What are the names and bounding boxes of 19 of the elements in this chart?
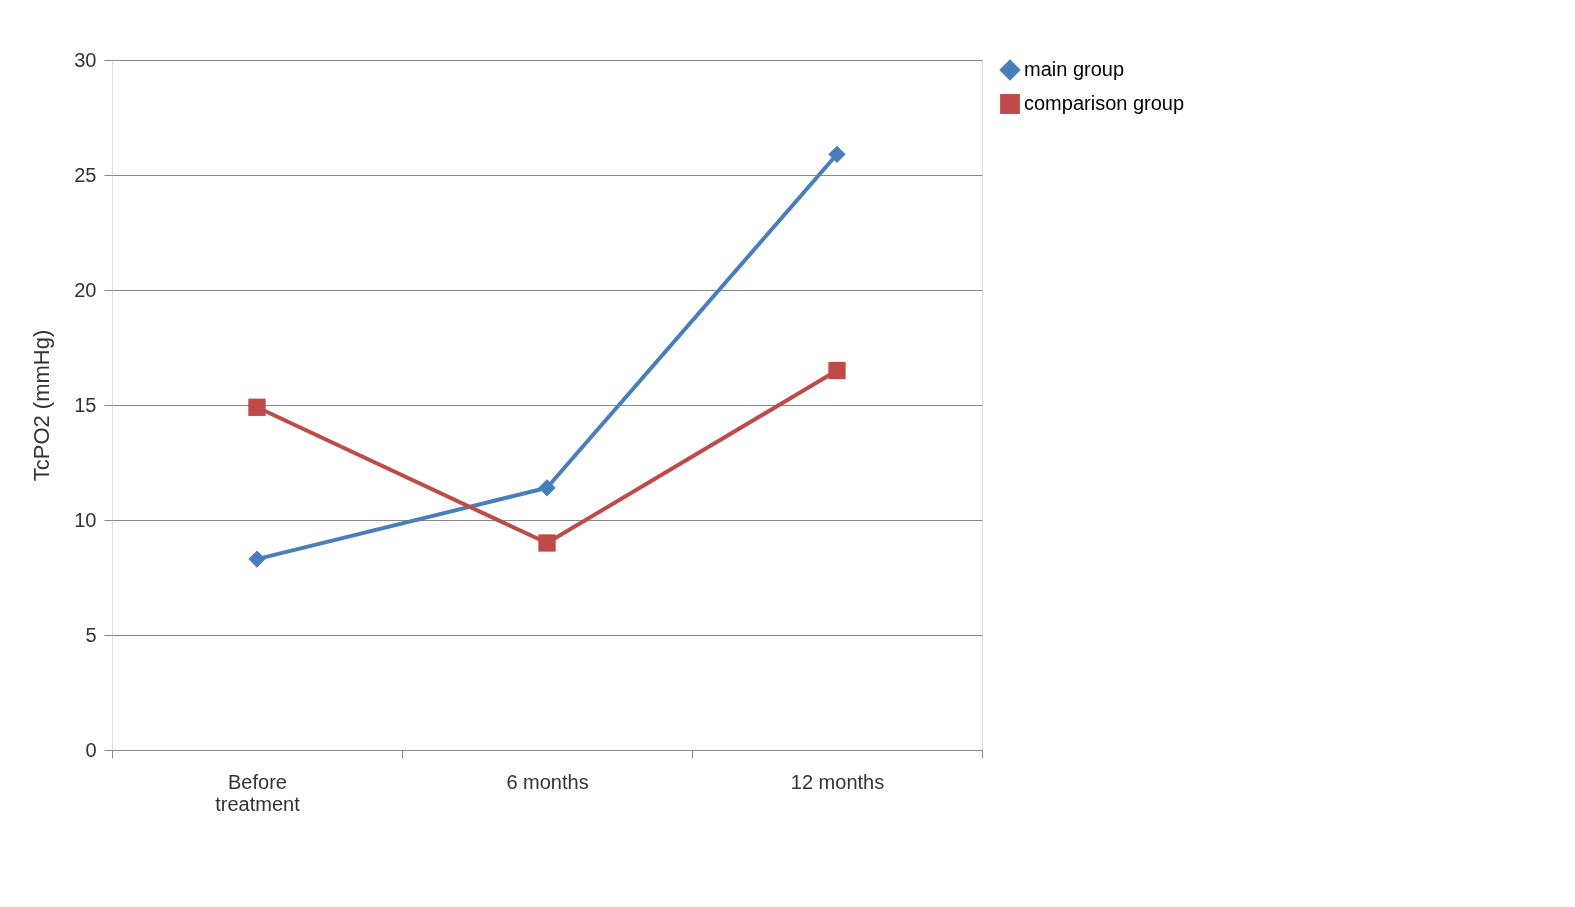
- y-tick-label: 0: [85, 738, 97, 761]
- point: [248, 550, 266, 568]
- x-tick-label: Before treatment: [215, 770, 301, 815]
- legend-label: comparison group: [1024, 92, 1185, 114]
- x-tick-label: 12 months: [790, 770, 885, 793]
- y-tick-label: 30: [74, 48, 97, 71]
- y-tick-label: 25: [74, 163, 97, 186]
- point: [248, 398, 266, 416]
- x-tick-label: 6 months: [506, 770, 589, 793]
- y-tick-label: 10: [74, 508, 97, 531]
- legend-label: main group: [1024, 58, 1125, 80]
- y-tick-label: 15: [74, 393, 97, 416]
- point: [828, 361, 846, 380]
- point: [538, 479, 556, 497]
- y-tick-label: 5: [85, 623, 97, 646]
- point: [828, 145, 846, 163]
- point: [538, 534, 556, 552]
- y-tick-label: 20: [74, 278, 97, 301]
- y-axis-title: TcPO2 (mmHg): [29, 329, 55, 482]
